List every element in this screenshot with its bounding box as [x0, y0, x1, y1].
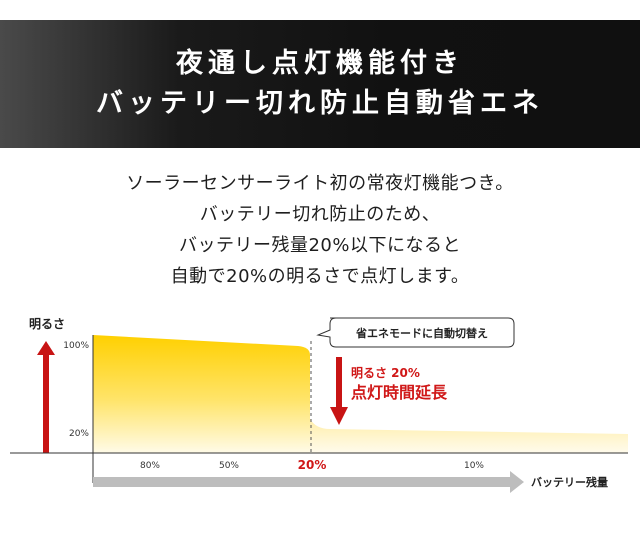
brightness-note: 明るさ 20% — [351, 366, 420, 380]
down-arrow — [330, 357, 348, 425]
low-power-area — [310, 419, 628, 453]
callout-text: 省エネモードに自動切替え — [355, 326, 488, 340]
x-axis-arrow — [93, 471, 524, 493]
feature-description: ソーラーセンサーライト初の常夜灯機能つき。 バッテリー切れ防止のため、 バッテリ… — [0, 168, 640, 292]
description-line: バッテリー残量20%以下になると — [178, 235, 461, 256]
description-line: バッテリー切れ防止のため、 — [199, 204, 441, 225]
y-axis-label: 明るさ — [29, 317, 65, 331]
brightness-chart: 明るさ 100% 20% 80% 50% 20% 10% バッテリー残量 省エネ… — [10, 317, 628, 493]
x-tick-label: 50% — [219, 461, 239, 471]
x-tick-label: 10% — [464, 461, 484, 471]
extension-note: 点灯時間延長 — [351, 383, 448, 402]
y-axis-arrow — [37, 341, 55, 453]
banner-title-line1: 夜通し点灯機能付き — [176, 48, 464, 79]
x-axis-label: バッテリー残量 — [531, 475, 608, 489]
brightness-area — [93, 335, 310, 453]
x-tick-label-highlight: 20% — [298, 458, 327, 472]
header-banner: 夜通し点灯機能付き バッテリー切れ防止自動省エネ — [0, 20, 640, 148]
description-line: 自動で20%の明るさで点灯します。 — [170, 266, 470, 287]
y-tick-label: 20% — [69, 429, 89, 439]
banner-title-line2: バッテリー切れ防止自動省エネ — [96, 88, 544, 119]
description-line: ソーラーセンサーライト初の常夜灯機能つき。 — [126, 173, 514, 194]
callout-bubble — [316, 317, 515, 348]
x-tick-label: 80% — [140, 461, 160, 471]
y-tick-label: 100% — [63, 341, 89, 351]
